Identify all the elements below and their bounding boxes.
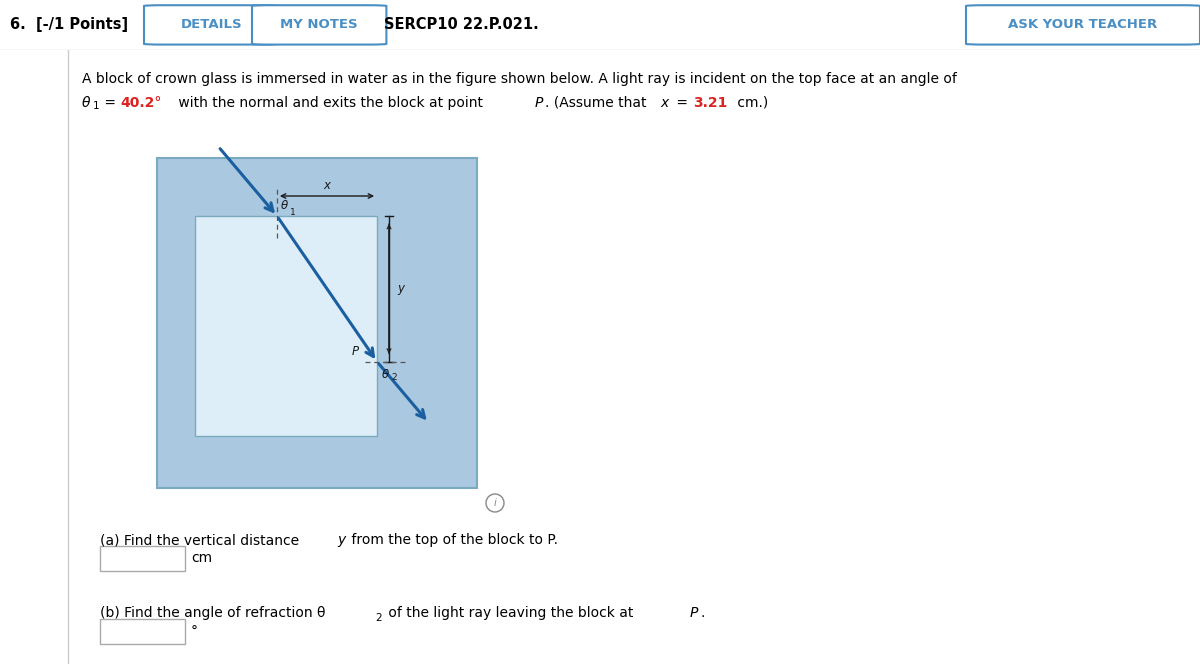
Text: DETAILS: DETAILS	[180, 19, 242, 31]
Text: i: i	[493, 498, 497, 508]
Text: 3.21: 3.21	[694, 96, 727, 110]
Text: =: =	[100, 96, 120, 110]
Text: 2: 2	[391, 373, 397, 382]
Text: .: .	[700, 606, 704, 620]
Bar	[100, 546, 185, 571]
Text: P: P	[690, 606, 698, 620]
Text: 1: 1	[290, 208, 295, 217]
Text: y: y	[397, 282, 404, 295]
Text: MY NOTES: MY NOTES	[281, 19, 358, 31]
Text: 1: 1	[94, 101, 100, 111]
FancyBboxPatch shape	[966, 5, 1200, 44]
Text: (b) Find the angle of refraction θ: (b) Find the angle of refraction θ	[100, 606, 325, 620]
Text: θ: θ	[382, 368, 389, 380]
Text: =: =	[672, 96, 692, 110]
Text: °: °	[191, 625, 198, 639]
Text: of the light ray leaving the block at: of the light ray leaving the block at	[384, 606, 637, 620]
Text: with the normal and exits the block at point: with the normal and exits the block at p…	[174, 96, 487, 110]
Text: x: x	[660, 96, 668, 110]
Text: x: x	[324, 179, 330, 192]
Text: A block of crown glass is immersed in water as in the figure shown below. A ligh: A block of crown glass is immersed in wa…	[82, 72, 956, 86]
FancyBboxPatch shape	[252, 5, 386, 44]
Text: ASK YOUR TEACHER: ASK YOUR TEACHER	[1008, 19, 1158, 31]
Text: 6.  [-/1 Points]: 6. [-/1 Points]	[10, 17, 127, 33]
Text: P: P	[535, 96, 544, 110]
Text: cm: cm	[191, 552, 212, 566]
Text: from the top of the block to P.: from the top of the block to P.	[347, 533, 558, 547]
Bar	[157, 158, 478, 488]
Text: (a) Find the vertical distance: (a) Find the vertical distance	[100, 533, 304, 547]
FancyBboxPatch shape	[144, 5, 278, 44]
Text: SERCP10 22.P.021.: SERCP10 22.P.021.	[384, 17, 539, 33]
Bar	[194, 216, 377, 436]
Bar	[100, 619, 185, 644]
Text: P: P	[352, 345, 359, 358]
Text: 2: 2	[374, 613, 382, 623]
Text: . (Assume that: . (Assume that	[545, 96, 650, 110]
Text: θ: θ	[281, 199, 288, 212]
Text: θ: θ	[82, 96, 90, 110]
Text: cm.): cm.)	[733, 96, 768, 110]
Text: y: y	[337, 533, 346, 547]
Text: 40.2°: 40.2°	[120, 96, 161, 110]
